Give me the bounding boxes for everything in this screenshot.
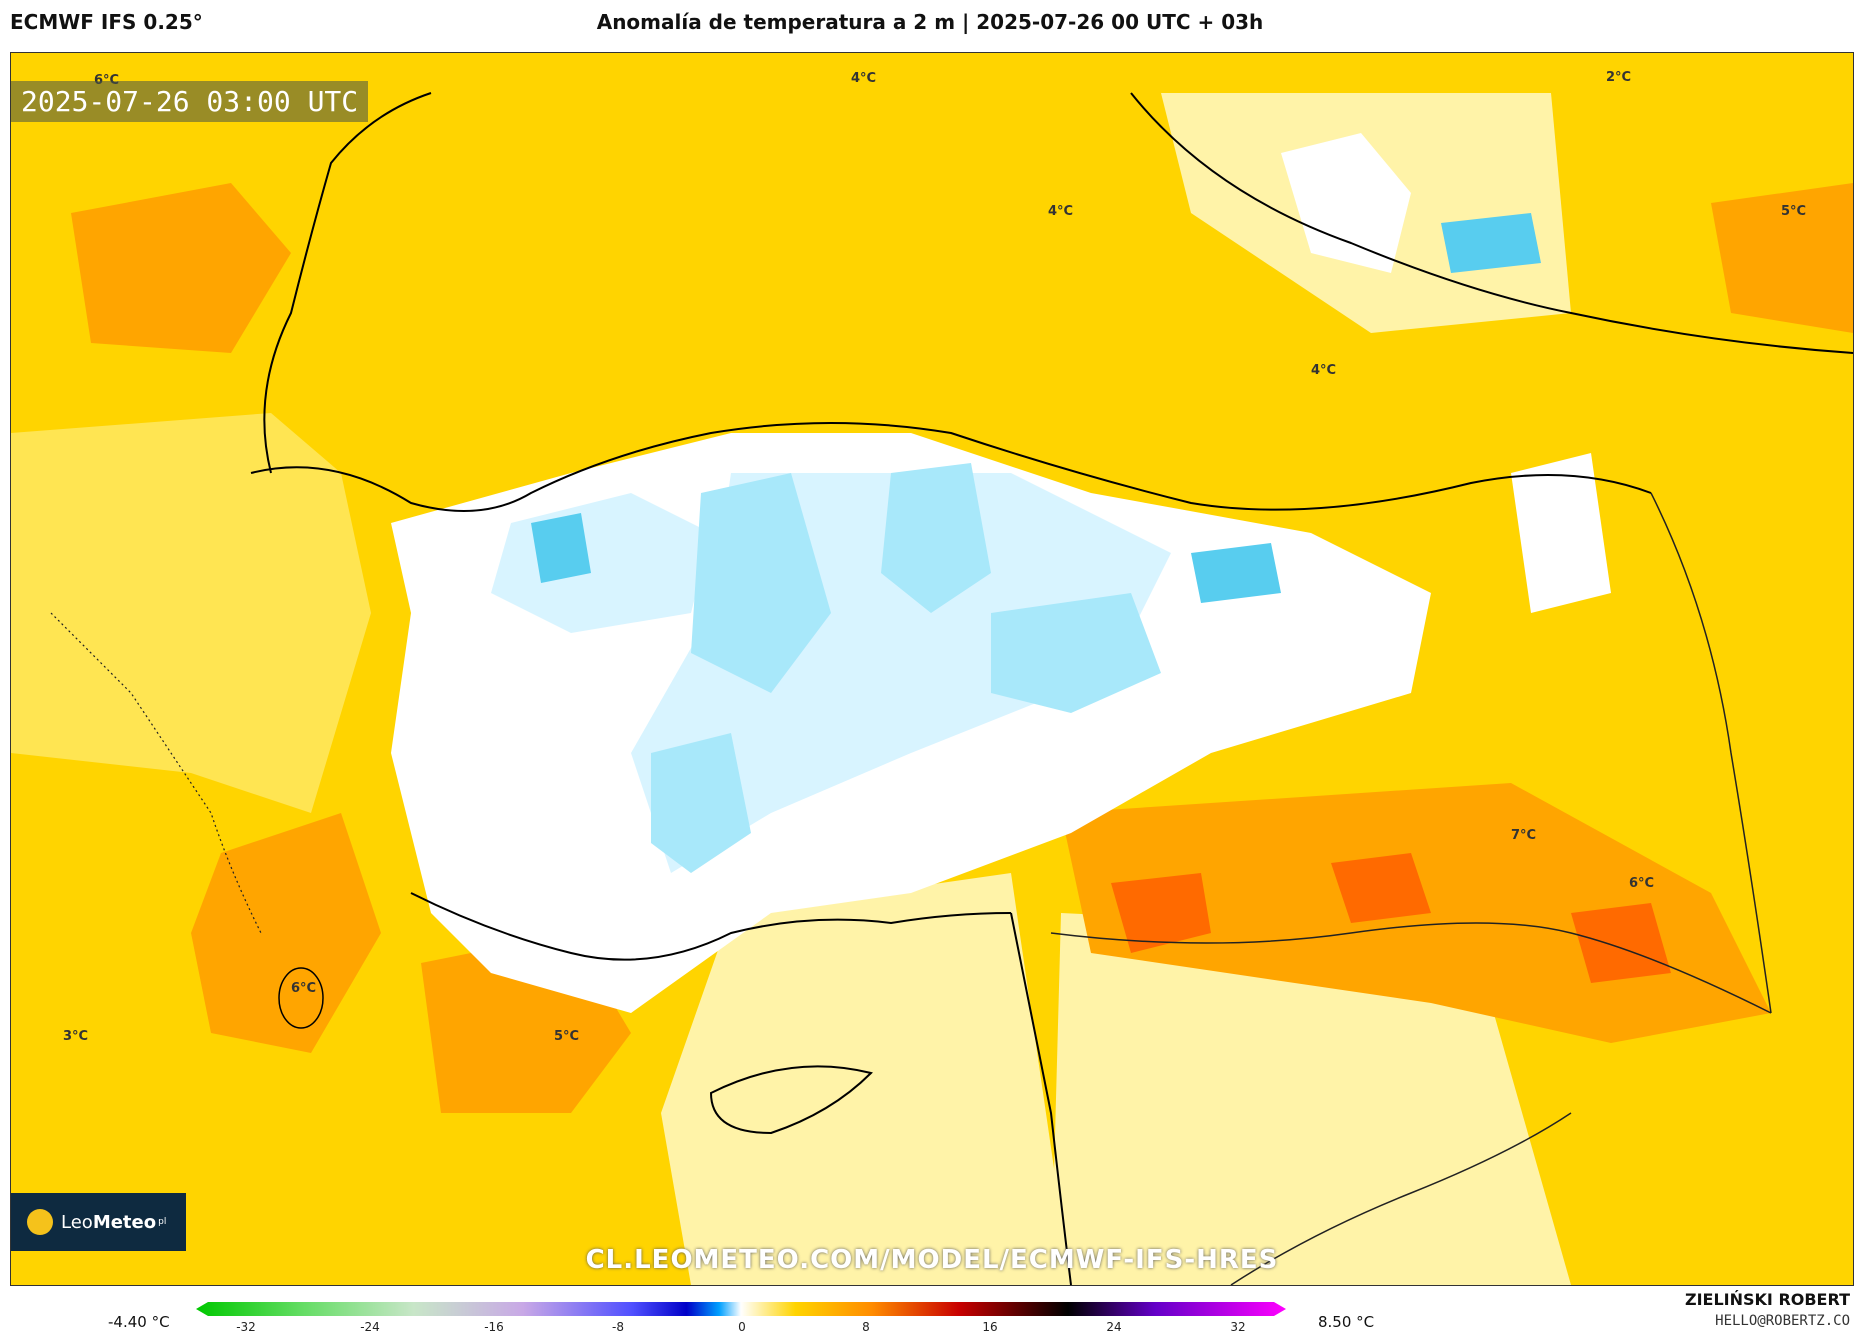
logo-brand-a: Leo <box>61 1211 93 1233</box>
rhodes-island <box>278 967 324 1029</box>
legend-max-value: 8.50 °C <box>1318 1313 1375 1331</box>
arabian-border <box>1230 1112 1572 1285</box>
logo-suffix: pl <box>158 1217 167 1227</box>
anomaly-label: 4°C <box>1048 204 1074 219</box>
anomaly-zone-orange-balkans <box>71 183 291 353</box>
anomaly-label: 5°C <box>1781 204 1807 219</box>
anomaly-zone-orange-southwest <box>191 813 381 1053</box>
cyprus-coast <box>709 1065 873 1135</box>
tick-label: -8 <box>612 1320 624 1334</box>
anomaly-zone-orange-northeast <box>1711 183 1853 333</box>
chart-title: Anomalía de temperatura a 2 m | 2025-07-… <box>596 10 1264 34</box>
aegean-islands-outline <box>50 612 262 934</box>
mediterranean-coast <box>410 892 1012 961</box>
map-canvas <box>11 53 1853 1285</box>
author-name: ZIELIŃSKI ROBERT <box>1684 1290 1850 1309</box>
anomaly-core-deep-2 <box>1331 853 1431 923</box>
black-sea-south-coast <box>250 422 1652 512</box>
tick-label: 8 <box>862 1320 870 1334</box>
anomaly-zone-light-south <box>1051 913 1571 1285</box>
source-url[interactable]: CL.LEOMETEO.COM/MODEL/ECMWF-IFS-HRES <box>585 1245 1279 1275</box>
anomaly-label: 4°C <box>851 71 877 86</box>
tick-label: 24 <box>1106 1320 1122 1334</box>
anomaly-zone-neutral-east <box>1511 453 1611 613</box>
colorbar <box>196 1302 1286 1316</box>
tick-label: -24 <box>360 1320 380 1334</box>
anomaly-label: 4°C <box>1311 363 1337 378</box>
anomaly-zone-cool-mid-3 <box>991 593 1161 713</box>
legend-min-value: -4.40 °C <box>108 1313 170 1331</box>
anomaly-zone-light-west <box>11 413 371 813</box>
tick-label: -32 <box>236 1320 256 1334</box>
logo-brand-b: Meteo <box>92 1211 157 1233</box>
tick-label: 32 <box>1230 1320 1246 1334</box>
colorbar-ticks: -32 -24 -16 -8 0 8 16 24 32 <box>196 1320 1286 1340</box>
anomaly-label: 6°C <box>1629 876 1655 891</box>
anomaly-label: 6°C <box>291 981 317 996</box>
iran-border <box>1650 492 1772 1014</box>
anomaly-zone-neutral-caucasus <box>1281 133 1411 273</box>
valid-time-badge: 2025-07-26 03:00 UTC <box>11 81 369 122</box>
black-sea-west-coast <box>263 92 432 474</box>
model-name: ECMWF IFS 0.25° <box>10 10 203 34</box>
anomaly-core-deep-1 <box>1111 873 1211 953</box>
anomaly-core-cool-2 <box>1191 543 1281 603</box>
leometeo-logo[interactable]: Leo Meteo pl <box>11 1193 186 1251</box>
anomaly-core-cool-3 <box>1441 213 1541 273</box>
sun-icon <box>27 1209 53 1235</box>
tick-label: 16 <box>982 1320 998 1334</box>
anomaly-zone-cool-mid-1 <box>691 473 831 693</box>
caucasus-border <box>1130 92 1853 354</box>
anomaly-label: 7°C <box>1511 828 1537 843</box>
anomaly-core-cool-1 <box>531 513 591 583</box>
temperature-anomaly-map[interactable]: 6°C 4°C 4°C 4°C 2°C 5°C 7°C 6°C 6°C 3°C … <box>10 52 1854 1286</box>
tick-label: 0 <box>738 1320 746 1334</box>
turkey-south-border <box>1050 922 1772 1014</box>
anomaly-label: 2°C <box>1606 70 1632 85</box>
tick-label: -16 <box>484 1320 504 1334</box>
anomaly-label: 5°C <box>554 1029 580 1044</box>
author-email[interactable]: HELLO@ROBERTZ.CO <box>1715 1313 1850 1329</box>
anomaly-zone-cool-mid-2 <box>881 463 991 613</box>
anomaly-core-deep-3 <box>1571 903 1671 983</box>
anomaly-zone-cool-mid-4 <box>651 733 751 873</box>
anomaly-label: 3°C <box>63 1029 89 1044</box>
levant-coast <box>1010 912 1072 1285</box>
